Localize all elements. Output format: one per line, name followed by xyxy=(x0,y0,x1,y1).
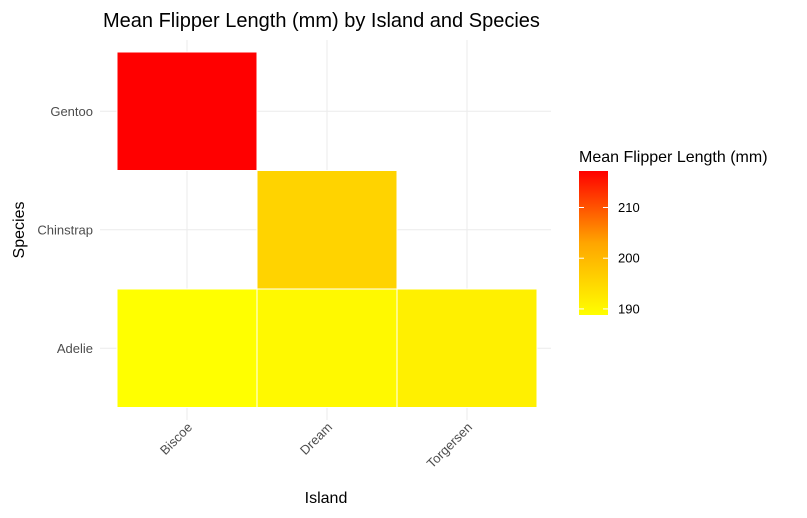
legend-tick-label: 210 xyxy=(618,200,640,215)
x-axis-title: Island xyxy=(305,490,348,507)
x-tick-label: Biscoe xyxy=(157,420,195,458)
heatmap-cell-dream-adelie xyxy=(256,288,398,408)
legend: Mean Flipper Length (mm) 190 200 210 xyxy=(579,149,768,316)
heatmap-cell-torgersen-adelie xyxy=(396,288,538,408)
y-tick-label: Chinstrap xyxy=(37,222,93,237)
x-axis-ticks: Biscoe Dream Torgersen xyxy=(157,420,475,471)
legend-title: Mean Flipper Length (mm) xyxy=(579,149,768,166)
heatmap-cell-dream-chinstrap xyxy=(256,170,398,290)
x-tick-label: Dream xyxy=(297,420,335,458)
legend-tick-label: 190 xyxy=(618,301,640,316)
heatmap-cell-biscoe-gentoo xyxy=(116,51,258,171)
legend-tick-label: 200 xyxy=(618,251,640,266)
y-tick-label: Adelie xyxy=(57,341,93,356)
heatmap-cell-biscoe-adelie xyxy=(116,288,258,408)
y-axis-ticks: Adelie Chinstrap Gentoo xyxy=(37,104,93,356)
legend-colorbar xyxy=(579,171,608,315)
y-axis-title: Species xyxy=(11,202,28,259)
legend-ticks: 190 200 210 xyxy=(579,200,640,316)
x-tick-label: Torgersen xyxy=(424,420,475,471)
heatmap-cells xyxy=(116,51,538,408)
y-tick-label: Gentoo xyxy=(50,104,93,119)
chart-title: Mean Flipper Length (mm) by Island and S… xyxy=(103,10,540,32)
